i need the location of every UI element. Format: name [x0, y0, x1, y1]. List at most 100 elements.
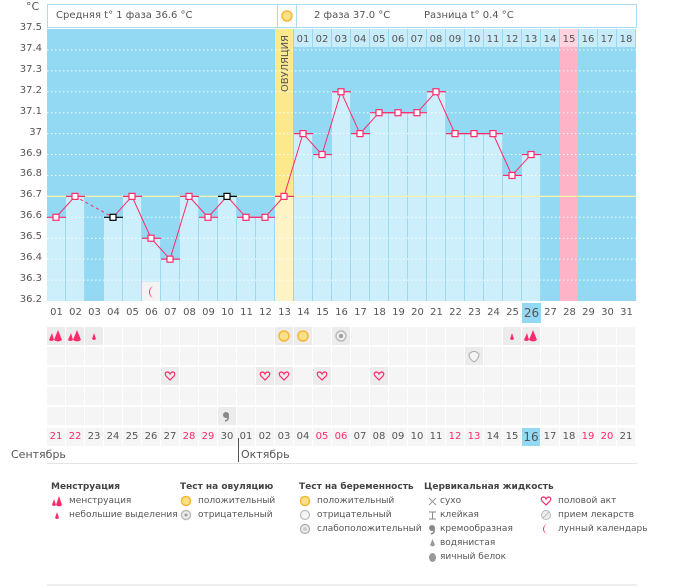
day-cell[interactable] — [142, 407, 160, 425]
day-cell[interactable] — [199, 347, 217, 365]
cycle-day-number[interactable]: 11 — [240, 307, 253, 318]
day-cell[interactable] — [446, 367, 464, 385]
cycle-day-number[interactable]: 13 — [278, 307, 291, 318]
day-cell[interactable] — [275, 327, 293, 345]
calendar-date[interactable]: 06 — [332, 428, 350, 446]
day-cell[interactable] — [389, 327, 407, 345]
calendar-date[interactable]: 12 — [446, 428, 464, 446]
day-cell[interactable] — [541, 327, 559, 345]
day-cell[interactable] — [465, 367, 483, 385]
day-cell[interactable] — [256, 407, 274, 425]
cycle-day-number[interactable]: 21 — [430, 307, 443, 318]
cycle-day-number[interactable]: 05 — [126, 307, 139, 318]
cycle-day-number[interactable]: 07 — [164, 307, 177, 318]
cycle-day-number[interactable]: 30 — [601, 307, 614, 318]
day-cell[interactable] — [408, 407, 426, 425]
day-cell[interactable] — [104, 387, 122, 405]
day-cell[interactable] — [313, 347, 331, 365]
day-cell[interactable] — [598, 367, 616, 385]
day-cell[interactable] — [199, 387, 217, 405]
calendar-date[interactable]: 14 — [484, 428, 502, 446]
day-cell[interactable] — [123, 407, 141, 425]
day-cell[interactable] — [180, 407, 198, 425]
day-cell[interactable] — [370, 347, 388, 365]
day-cell[interactable] — [161, 327, 179, 345]
day-cell[interactable] — [85, 347, 103, 365]
cycle-day-number[interactable]: 27 — [544, 307, 557, 318]
day-cell[interactable] — [85, 407, 103, 425]
day-cell[interactable] — [541, 367, 559, 385]
day-cell[interactable] — [617, 367, 635, 385]
cycle-day-number[interactable]: 06 — [145, 307, 158, 318]
day-cell[interactable] — [465, 327, 483, 345]
day-cell[interactable] — [351, 367, 369, 385]
day-cell[interactable] — [237, 387, 255, 405]
day-cell[interactable] — [237, 327, 255, 345]
day-cell[interactable] — [275, 387, 293, 405]
day-cell[interactable] — [294, 387, 312, 405]
day-cell[interactable] — [275, 347, 293, 365]
day-cell[interactable] — [142, 387, 160, 405]
calendar-date[interactable]: 02 — [256, 428, 274, 446]
day-cell[interactable] — [427, 347, 445, 365]
day-cell[interactable] — [389, 387, 407, 405]
calendar-date[interactable]: 03 — [275, 428, 293, 446]
day-cell[interactable] — [332, 327, 350, 345]
calendar-date[interactable]: 05 — [313, 428, 331, 446]
cycle-day-number[interactable]: 18 — [373, 307, 386, 318]
day-cell[interactable] — [351, 407, 369, 425]
day-cell[interactable] — [104, 367, 122, 385]
day-cell[interactable] — [256, 387, 274, 405]
day-cell[interactable] — [598, 387, 616, 405]
day-cell[interactable] — [579, 387, 597, 405]
day-cell[interactable] — [256, 367, 274, 385]
day-cell[interactable] — [351, 347, 369, 365]
day-cell[interactable] — [446, 347, 464, 365]
day-cell[interactable] — [560, 387, 578, 405]
day-cell[interactable] — [161, 347, 179, 365]
day-cell[interactable] — [142, 367, 160, 385]
day-cell[interactable] — [161, 407, 179, 425]
day-cell[interactable] — [66, 327, 84, 345]
day-cell[interactable] — [332, 367, 350, 385]
day-cell[interactable] — [617, 327, 635, 345]
day-cell[interactable] — [218, 347, 236, 365]
day-cell[interactable] — [237, 407, 255, 425]
day-cell[interactable] — [161, 367, 179, 385]
cycle-day-number[interactable]: 08 — [183, 307, 196, 318]
day-cell[interactable] — [579, 347, 597, 365]
day-cell[interactable] — [123, 327, 141, 345]
day-cell[interactable] — [47, 347, 65, 365]
cycle-day-number[interactable]: 29 — [582, 307, 595, 318]
calendar-date[interactable]: 25 — [123, 428, 141, 446]
day-cell[interactable] — [465, 407, 483, 425]
day-cell[interactable] — [389, 367, 407, 385]
cycle-day-number[interactable]: 19 — [392, 307, 405, 318]
cycle-day-number[interactable]: 15 — [316, 307, 329, 318]
day-cell[interactable] — [66, 407, 84, 425]
cycle-day-number[interactable]: 23 — [468, 307, 481, 318]
day-cell[interactable] — [104, 327, 122, 345]
day-cell[interactable] — [66, 347, 84, 365]
day-cell[interactable] — [446, 407, 464, 425]
day-cell[interactable] — [408, 387, 426, 405]
day-cell[interactable] — [180, 367, 198, 385]
day-cell[interactable] — [370, 407, 388, 425]
day-cell[interactable] — [370, 327, 388, 345]
day-cell[interactable] — [218, 407, 236, 425]
calendar-date[interactable]: 21 — [617, 428, 635, 446]
cycle-day-number[interactable]: 16 — [335, 307, 348, 318]
day-cell[interactable] — [180, 347, 198, 365]
day-cell[interactable] — [389, 347, 407, 365]
cycle-day-number[interactable]: 20 — [411, 307, 424, 318]
day-cell[interactable] — [427, 407, 445, 425]
calendar-date[interactable]: 20 — [598, 428, 616, 446]
day-cell[interactable] — [294, 367, 312, 385]
calendar-date[interactable]: 15 — [503, 428, 521, 446]
day-cell[interactable] — [123, 367, 141, 385]
calendar-date[interactable]: 26 — [142, 428, 160, 446]
cycle-day-number[interactable]: 24 — [487, 307, 500, 318]
day-cell[interactable] — [446, 387, 464, 405]
calendar-date[interactable]: 07 — [351, 428, 369, 446]
cycle-day-number[interactable]: 01 — [50, 307, 63, 318]
